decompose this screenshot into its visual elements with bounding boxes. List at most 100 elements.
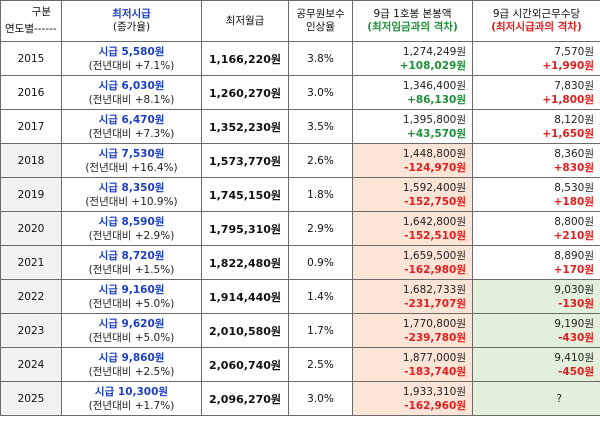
base-pay-gap: +43,570원 bbox=[407, 127, 466, 140]
base-pay-cell: 1,682,733원 -231,707원 bbox=[352, 279, 473, 314]
header-raise-rate: 공무원보수 인상율 bbox=[288, 0, 353, 42]
monthly-wage-cell: 1,745,150원 bbox=[201, 177, 289, 212]
year-cell: 2018 bbox=[0, 143, 62, 178]
min-wage-growth: (전년대비 +8.1%) bbox=[88, 93, 175, 106]
base-pay-gap: +86,130원 bbox=[407, 93, 466, 106]
min-wage-growth: (전년대비 +1.5%) bbox=[88, 263, 175, 276]
min-wage-value: 시급 9,160원 bbox=[98, 283, 165, 296]
base-pay-value: 1,877,000원 bbox=[402, 351, 466, 364]
min-wage-value: 시급 8,590원 bbox=[98, 215, 165, 228]
header-overtime: 9급 시간외근무수당 (최저시급과의 격차) bbox=[472, 0, 600, 42]
base-pay-cell: 1,877,000원 -183,740원 bbox=[352, 347, 473, 382]
overtime-gap: +1,650원 bbox=[542, 127, 594, 140]
min-wage-cell: 시급 5,580원 (전년대비 +7.1%) bbox=[61, 41, 202, 76]
min-wage-growth: (전년대비 +5.0%) bbox=[88, 331, 175, 344]
monthly-wage-cell: 1,822,480원 bbox=[201, 245, 289, 280]
min-wage-growth: (전년대비 +1.7%) bbox=[88, 399, 175, 412]
base-pay-cell: 1,642,800원 -152,510원 bbox=[352, 211, 473, 246]
base-pay-gap: -239,780원 bbox=[404, 331, 466, 344]
overtime-gap: -430원 bbox=[558, 331, 594, 344]
overtime-value: 9,190원 bbox=[554, 317, 594, 330]
base-pay-value: 1,642,800원 bbox=[402, 215, 466, 228]
overtime-gap: +830원 bbox=[553, 161, 594, 174]
header-base-pay: 9급 1호봉 본봉액 (최저임금과의 격차) bbox=[352, 0, 473, 42]
base-pay-gap: -152,750원 bbox=[404, 195, 466, 208]
base-pay-gap: -231,707원 bbox=[404, 297, 466, 310]
header-min-wage: 최저시급 (증가율) bbox=[61, 0, 202, 42]
raise-rate-cell: 2.9% bbox=[288, 211, 353, 246]
year-cell: 2022 bbox=[0, 279, 62, 314]
raise-rate-cell: 2.6% bbox=[288, 143, 353, 178]
base-pay-cell: 1,346,400원 +86,130원 bbox=[352, 75, 473, 110]
table-row: 2025 시급 10,300원 (전년대비 +1.7%) 2,096,270원 3.0%… bbox=[0, 381, 600, 416]
table-row: 2020 시급 8,590원 (전년대비 +2.9%) 1,795,310원 2.9% 1… bbox=[0, 211, 600, 246]
header-raise-rate-line2: 인상율 bbox=[306, 21, 335, 33]
min-wage-cell: 시급 8,720원 (전년대비 +1.5%) bbox=[61, 245, 202, 280]
overtime-cell: ? bbox=[472, 381, 600, 416]
overtime-cell: 8,890원 +170원 bbox=[472, 245, 600, 280]
overtime-cell: 9,030원 -130원 bbox=[472, 279, 600, 314]
raise-rate-cell: 1.8% bbox=[288, 177, 353, 212]
year-cell: 2021 bbox=[0, 245, 62, 280]
base-pay-value: 1,448,800원 bbox=[402, 147, 466, 160]
raise-rate-cell: 1.4% bbox=[288, 279, 353, 314]
overtime-gap: +210원 bbox=[553, 229, 594, 242]
min-wage-growth: (전년대비 +2.5%) bbox=[88, 365, 175, 378]
overtime-value: 8,890원 bbox=[554, 249, 594, 262]
monthly-wage-cell: 2,096,270원 bbox=[201, 381, 289, 416]
base-pay-cell: 1,933,310원 -162,960원 bbox=[352, 381, 473, 416]
base-pay-cell: 1,274,249원 +108,029원 bbox=[352, 41, 473, 76]
overtime-cell: 8,530원 +180원 bbox=[472, 177, 600, 212]
header-raise-rate-line1: 공무원보수 bbox=[296, 8, 345, 20]
min-wage-cell: 시급 6,470원 (전년대비 +7.3%) bbox=[61, 109, 202, 144]
base-pay-value: 1,770,800원 bbox=[402, 317, 466, 330]
overtime-value: 9,410원 bbox=[554, 351, 594, 364]
raise-rate-cell: 3.0% bbox=[288, 75, 353, 110]
base-pay-value: 1,592,400원 bbox=[402, 181, 466, 194]
base-pay-value: 1,659,500원 bbox=[402, 249, 466, 262]
min-wage-cell: 시급 8,590원 (전년대비 +2.9%) bbox=[61, 211, 202, 246]
min-wage-value: 시급 7,530원 bbox=[98, 147, 165, 160]
min-wage-cell: 시급 9,160원 (전년대비 +5.0%) bbox=[61, 279, 202, 314]
raise-rate-cell: 2.5% bbox=[288, 347, 353, 382]
overtime-value: ? bbox=[556, 392, 562, 405]
min-wage-value: 시급 8,720원 bbox=[98, 249, 165, 262]
raise-rate-cell: 0.9% bbox=[288, 245, 353, 280]
base-pay-gap: +108,029원 bbox=[399, 59, 466, 72]
min-wage-cell: 시급 8,350원 (전년대비 +10.9%) bbox=[61, 177, 202, 212]
base-pay-gap: -162,980원 bbox=[404, 263, 466, 276]
header-min-wage-sub: (증가율) bbox=[112, 21, 151, 33]
base-pay-cell: 1,770,800원 -239,780원 bbox=[352, 313, 473, 348]
base-pay-gap: -124,970원 bbox=[404, 161, 466, 174]
header-overtime-line2: (최저시급과의 격차) bbox=[491, 21, 582, 33]
overtime-gap: +1,990원 bbox=[542, 59, 594, 72]
min-wage-value: 시급 9,860원 bbox=[98, 351, 165, 364]
min-wage-growth: (전년대비 +2.9%) bbox=[88, 229, 175, 242]
overtime-gap: +1,800원 bbox=[542, 93, 594, 106]
overtime-cell: 8,360원 +830원 bbox=[472, 143, 600, 178]
overtime-value: 7,830원 bbox=[554, 79, 594, 92]
table-row: 2024 시급 9,860원 (전년대비 +2.5%) 2,060,740원 2.5% 1… bbox=[0, 347, 600, 382]
min-wage-growth: (전년대비 +7.1%) bbox=[88, 59, 175, 72]
header-base-pay-line1: 9급 1호봉 본봉액 bbox=[373, 8, 452, 20]
base-pay-cell: 1,448,800원 -124,970원 bbox=[352, 143, 473, 178]
min-wage-cell: 시급 9,620원 (전년대비 +5.0%) bbox=[61, 313, 202, 348]
monthly-wage-cell: 1,573,770원 bbox=[201, 143, 289, 178]
base-pay-value: 1,346,400원 bbox=[402, 79, 466, 92]
monthly-wage-cell: 2,010,580원 bbox=[201, 313, 289, 348]
monthly-wage-cell: 1,352,230원 bbox=[201, 109, 289, 144]
raise-rate-cell: 1.7% bbox=[288, 313, 353, 348]
header-base-pay-line2: (최저임금과의 격차) bbox=[367, 21, 458, 33]
base-pay-cell: 1,659,500원 -162,980원 bbox=[352, 245, 473, 280]
overtime-cell: 7,830원 +1,800원 bbox=[472, 75, 600, 110]
base-pay-cell: 1,395,800원 +43,570원 bbox=[352, 109, 473, 144]
overtime-value: 7,570원 bbox=[554, 45, 594, 58]
min-wage-cell: 시급 10,300원 (전년대비 +1.7%) bbox=[61, 381, 202, 416]
base-pay-gap: -183,740원 bbox=[404, 365, 466, 378]
min-wage-value: 시급 9,620원 bbox=[98, 317, 165, 330]
overtime-gap: -130원 bbox=[558, 297, 594, 310]
overtime-value: 9,030원 bbox=[554, 283, 594, 296]
monthly-wage-cell: 1,260,270원 bbox=[201, 75, 289, 110]
year-cell: 2015 bbox=[0, 41, 62, 76]
year-cell: 2024 bbox=[0, 347, 62, 382]
